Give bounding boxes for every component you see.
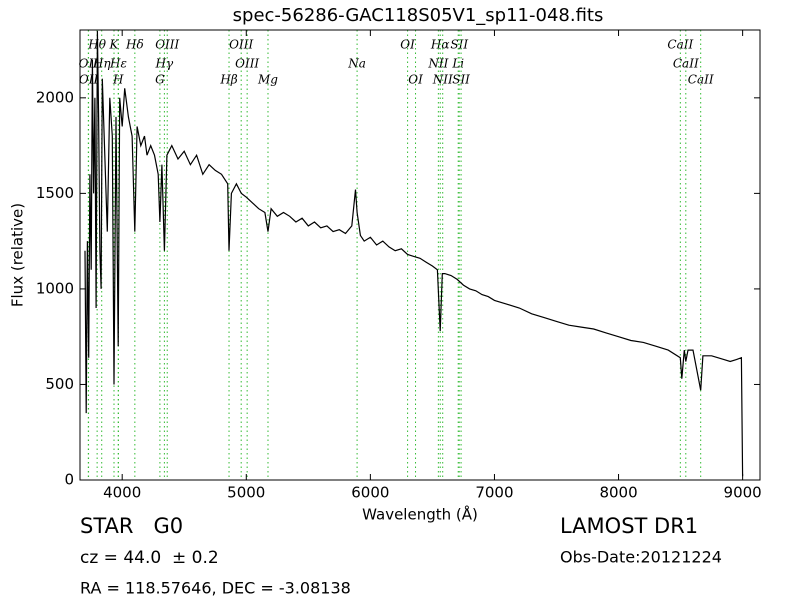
x-tick-label: 7000 <box>475 484 513 502</box>
obs-date: Obs-Date:20121224 <box>560 548 722 567</box>
spectral-line-label: Na <box>347 57 366 71</box>
y-tick-label: 1500 <box>36 184 74 202</box>
x-tick-label: 9000 <box>724 484 762 502</box>
spectral-line-label: Hη <box>92 57 111 71</box>
y-tick-label: 1000 <box>36 279 74 297</box>
x-tick-label: 4000 <box>103 484 141 502</box>
spectral-line-label: K <box>109 38 120 52</box>
spectral-line-label: OII <box>79 73 99 87</box>
spectral-line-label: CaII <box>667 38 693 52</box>
spectral-line-label: Mg <box>257 73 278 87</box>
spectral-line-label: OIII <box>229 38 253 52</box>
y-tick-label: 2000 <box>36 88 74 106</box>
spectral-line-label: Hε <box>109 57 127 71</box>
y-axis-label: Flux (relative) <box>9 203 27 307</box>
spectral-line-label: OIII <box>235 57 259 71</box>
spectral-line-label: Hδ <box>125 38 144 52</box>
y-tick-label: 500 <box>45 375 74 393</box>
plot-frame <box>79 29 761 481</box>
spectral-line-label: Hβ <box>219 73 237 87</box>
x-tick-label: 8000 <box>599 484 637 502</box>
spectral-line-label: Li <box>451 57 464 71</box>
y-tick-label: 0 <box>64 471 74 489</box>
spectral-line-label: CaII <box>673 57 699 71</box>
spectral-line-label: Hγ <box>155 57 174 71</box>
spectral-line-label: Hα <box>430 38 450 52</box>
spectral-line-label: OIII <box>155 38 179 52</box>
spectrum-line <box>84 30 744 477</box>
redshift: cz = 44.0 ± 0.2 <box>80 548 219 568</box>
spectral-line-label: H <box>112 73 124 87</box>
spectral-line-label: G <box>155 73 165 87</box>
spectral-line-label: NII <box>427 57 448 71</box>
spectral-line-label: NII <box>432 73 453 87</box>
spectral-line-label: CaII <box>688 73 714 87</box>
spectral-line-label: SII <box>452 73 470 87</box>
object-class: STAR G0 <box>80 514 183 538</box>
spectral-line-label: OI <box>408 73 423 87</box>
x-axis-label: Wavelength (Å) <box>362 505 478 524</box>
survey: LAMOST DR1 <box>560 514 698 538</box>
chart-title: spec-56286-GAC118S05V1_sp11-048.fits <box>233 5 604 26</box>
spectral-line-label: OI <box>400 38 415 52</box>
coordinates: RA = 118.57646, DEC = -3.08138 <box>80 579 351 598</box>
x-tick-label: 6000 <box>351 484 389 502</box>
spectral-line-label: OII <box>79 57 99 71</box>
spectral-line-label: SII <box>450 38 468 52</box>
x-tick-label: 5000 <box>227 484 265 502</box>
